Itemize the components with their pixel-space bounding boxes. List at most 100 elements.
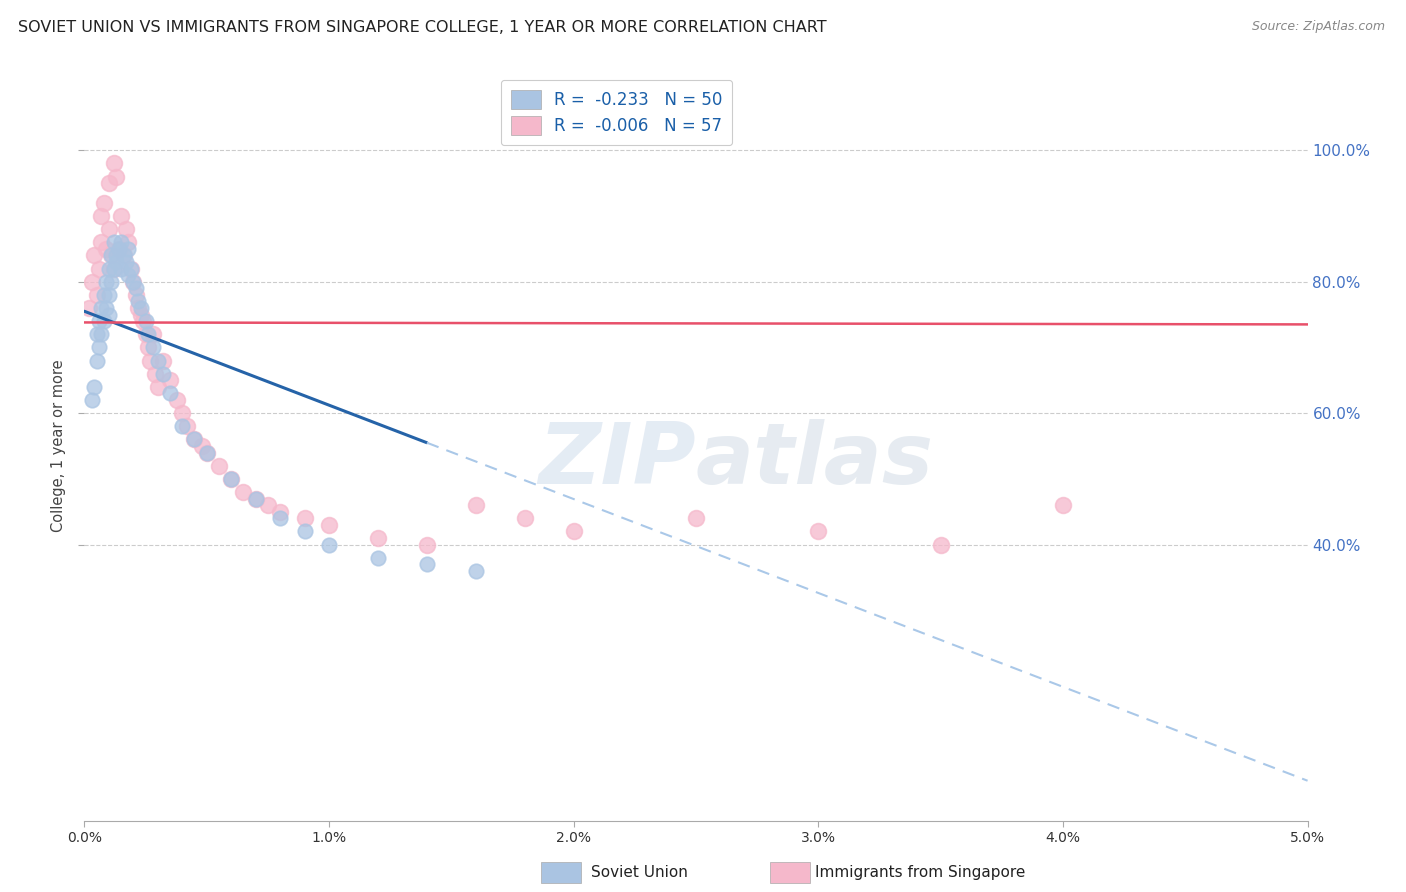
- Point: [232, 485, 254, 500]
- Point: [513, 511, 536, 525]
- Point: [294, 524, 316, 539]
- Point: [107, 242, 129, 256]
- Point: [416, 538, 439, 552]
- Point: [146, 353, 169, 368]
- Point: [159, 373, 181, 387]
- Point: [100, 248, 122, 262]
- Point: [139, 353, 162, 368]
- Point: [97, 261, 120, 276]
- Point: [90, 327, 112, 342]
- Point: [367, 550, 389, 565]
- Point: [183, 433, 205, 447]
- Point: [107, 242, 129, 256]
- Point: [136, 327, 159, 342]
- Point: [83, 380, 105, 394]
- Point: [100, 275, 122, 289]
- Point: [83, 248, 105, 262]
- Point: [219, 472, 242, 486]
- Point: [122, 275, 145, 289]
- Point: [90, 209, 112, 223]
- Point: [136, 340, 159, 354]
- Point: [105, 248, 128, 262]
- Point: [96, 301, 118, 315]
- Point: [117, 242, 139, 256]
- Point: [245, 491, 267, 506]
- Point: [110, 209, 132, 223]
- Point: [127, 294, 149, 309]
- Point: [195, 445, 218, 459]
- Point: [562, 524, 585, 539]
- Point: [115, 222, 138, 236]
- Point: [97, 288, 120, 302]
- Point: [464, 498, 486, 512]
- Point: [135, 327, 157, 342]
- Point: [125, 288, 148, 302]
- Point: [112, 248, 135, 262]
- Point: [172, 419, 194, 434]
- Point: [87, 261, 110, 276]
- Point: [143, 367, 166, 381]
- Point: [129, 301, 152, 315]
- Point: [685, 511, 707, 525]
- Point: [103, 156, 125, 170]
- Point: [146, 380, 169, 394]
- Point: [87, 340, 110, 354]
- Point: [159, 386, 181, 401]
- Point: [86, 327, 108, 342]
- Point: [183, 433, 205, 447]
- Point: [122, 275, 145, 289]
- Text: Source: ZipAtlas.com: Source: ZipAtlas.com: [1251, 20, 1385, 33]
- Point: [120, 261, 142, 276]
- Point: [93, 195, 115, 210]
- Point: [195, 445, 218, 459]
- Point: [257, 498, 280, 512]
- Point: [117, 235, 139, 250]
- Point: [191, 439, 214, 453]
- Point: [176, 419, 198, 434]
- Point: [294, 511, 316, 525]
- Point: [416, 558, 439, 572]
- Point: [93, 288, 115, 302]
- Point: [103, 235, 125, 250]
- Point: [105, 255, 128, 269]
- Point: [97, 308, 120, 322]
- Point: [80, 392, 103, 407]
- Point: [86, 353, 108, 368]
- Point: [110, 261, 132, 276]
- Point: [93, 314, 115, 328]
- Point: [97, 222, 120, 236]
- Point: [152, 353, 174, 368]
- Point: [1052, 498, 1074, 512]
- Point: [152, 367, 174, 381]
- Point: [87, 314, 110, 328]
- Point: [105, 169, 128, 184]
- Point: [929, 538, 952, 552]
- Point: [86, 288, 108, 302]
- Point: [96, 275, 118, 289]
- Point: [142, 340, 165, 354]
- Point: [127, 301, 149, 315]
- Point: [90, 301, 112, 315]
- Point: [219, 472, 242, 486]
- Point: [367, 531, 389, 545]
- Point: [110, 235, 132, 250]
- Point: [172, 406, 194, 420]
- Point: [120, 261, 142, 276]
- Text: Immigrants from Singapore: Immigrants from Singapore: [815, 865, 1026, 880]
- Point: [90, 235, 112, 250]
- Point: [77, 301, 100, 315]
- Point: [807, 524, 830, 539]
- Text: atlas: atlas: [696, 419, 934, 502]
- Point: [103, 261, 125, 276]
- Point: [132, 314, 155, 328]
- Text: SOVIET UNION VS IMMIGRANTS FROM SINGAPORE COLLEGE, 1 YEAR OR MORE CORRELATION CH: SOVIET UNION VS IMMIGRANTS FROM SINGAPOR…: [18, 20, 827, 35]
- Point: [208, 458, 231, 473]
- Point: [318, 538, 340, 552]
- Point: [464, 564, 486, 578]
- Text: Soviet Union: Soviet Union: [591, 865, 688, 880]
- Point: [166, 392, 188, 407]
- Text: ZIP: ZIP: [538, 419, 696, 502]
- Point: [112, 248, 135, 262]
- Point: [318, 517, 340, 532]
- Point: [117, 268, 139, 282]
